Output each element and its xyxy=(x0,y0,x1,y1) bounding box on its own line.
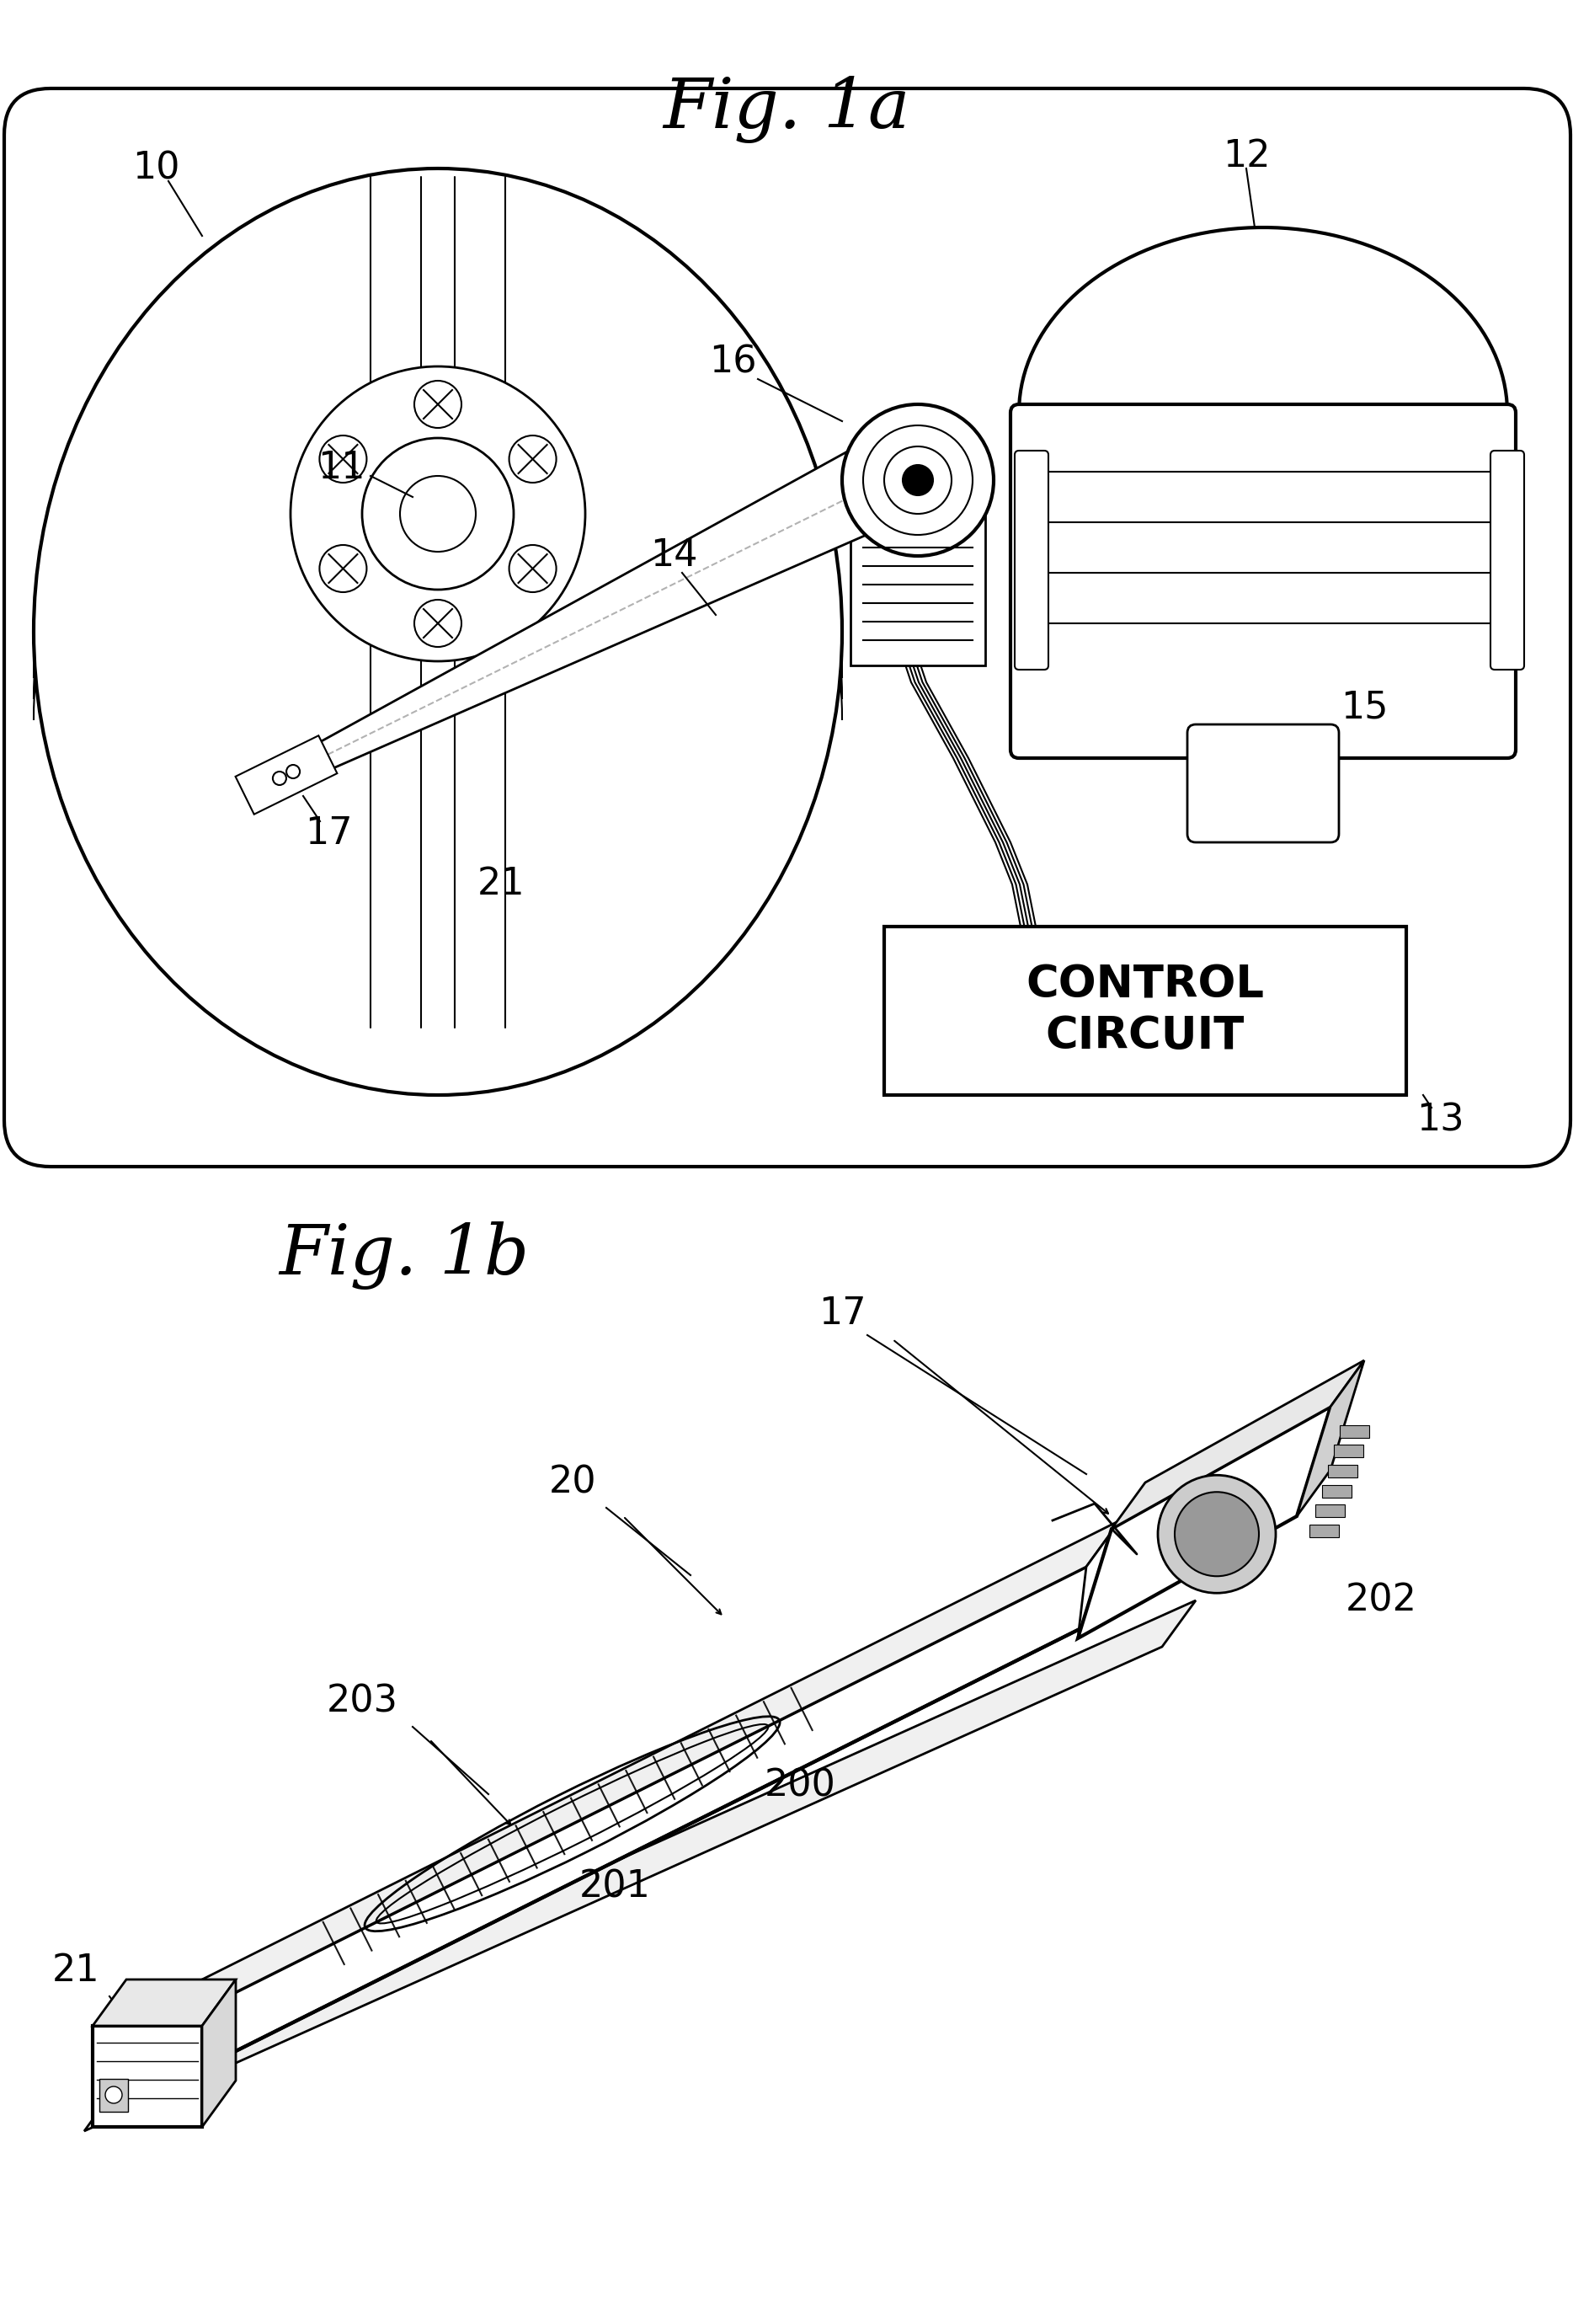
FancyBboxPatch shape xyxy=(1188,725,1339,841)
Polygon shape xyxy=(168,1520,1120,2027)
FancyBboxPatch shape xyxy=(1340,1425,1370,1439)
Polygon shape xyxy=(201,1980,236,2126)
Text: 21: 21 xyxy=(52,1952,99,1989)
Polygon shape xyxy=(1078,1406,1331,1638)
Polygon shape xyxy=(93,2027,201,2126)
Circle shape xyxy=(414,600,461,646)
Circle shape xyxy=(272,772,286,786)
Circle shape xyxy=(884,446,952,514)
Circle shape xyxy=(510,546,557,593)
Circle shape xyxy=(291,367,585,662)
Text: 16: 16 xyxy=(709,344,757,381)
Circle shape xyxy=(903,465,933,495)
Text: 20: 20 xyxy=(549,1464,596,1501)
Text: 13: 13 xyxy=(1416,1102,1464,1139)
Polygon shape xyxy=(1078,1520,1120,1638)
FancyBboxPatch shape xyxy=(1321,1485,1351,1497)
Polygon shape xyxy=(236,737,337,813)
Polygon shape xyxy=(168,1566,1112,2073)
Text: 200: 200 xyxy=(764,1769,835,1803)
Text: 17: 17 xyxy=(818,1297,865,1332)
Text: 14: 14 xyxy=(650,537,697,574)
Text: 201: 201 xyxy=(579,1868,651,1906)
Text: 11: 11 xyxy=(318,449,365,486)
Circle shape xyxy=(362,437,514,590)
FancyBboxPatch shape xyxy=(5,88,1570,1167)
Circle shape xyxy=(319,546,367,593)
Text: Fig. 1b: Fig. 1b xyxy=(278,1222,530,1290)
Circle shape xyxy=(510,435,557,483)
FancyBboxPatch shape xyxy=(99,2080,127,2113)
FancyBboxPatch shape xyxy=(884,927,1406,1095)
Polygon shape xyxy=(1112,1360,1364,1529)
Text: 17: 17 xyxy=(305,816,352,853)
Text: 15: 15 xyxy=(1340,690,1387,725)
Circle shape xyxy=(286,765,300,779)
FancyBboxPatch shape xyxy=(1309,1525,1339,1536)
Text: Fig. 1a: Fig. 1a xyxy=(662,77,911,144)
Circle shape xyxy=(414,381,461,428)
Circle shape xyxy=(842,404,994,555)
Circle shape xyxy=(1158,1476,1276,1592)
Text: 203: 203 xyxy=(326,1683,398,1720)
Polygon shape xyxy=(85,1601,1195,2131)
Text: 10: 10 xyxy=(132,151,179,186)
Text: 202: 202 xyxy=(1345,1583,1417,1618)
FancyBboxPatch shape xyxy=(1334,1446,1364,1457)
Circle shape xyxy=(400,476,475,551)
Text: 21: 21 xyxy=(477,867,525,902)
Circle shape xyxy=(864,425,972,535)
FancyBboxPatch shape xyxy=(1328,1464,1357,1478)
FancyBboxPatch shape xyxy=(1010,404,1516,758)
Polygon shape xyxy=(1019,228,1507,414)
Circle shape xyxy=(319,435,367,483)
Text: 12: 12 xyxy=(1222,137,1269,174)
FancyBboxPatch shape xyxy=(1015,451,1048,669)
FancyBboxPatch shape xyxy=(851,456,985,665)
FancyBboxPatch shape xyxy=(1315,1504,1345,1518)
Polygon shape xyxy=(93,1980,236,2027)
Ellipse shape xyxy=(33,167,842,1095)
Text: CONTROL
CIRCUIT: CONTROL CIRCUIT xyxy=(1026,964,1265,1057)
FancyBboxPatch shape xyxy=(1491,451,1524,669)
Circle shape xyxy=(105,2087,123,2103)
Polygon shape xyxy=(280,451,886,786)
Circle shape xyxy=(1175,1492,1258,1576)
Polygon shape xyxy=(1296,1360,1364,1515)
